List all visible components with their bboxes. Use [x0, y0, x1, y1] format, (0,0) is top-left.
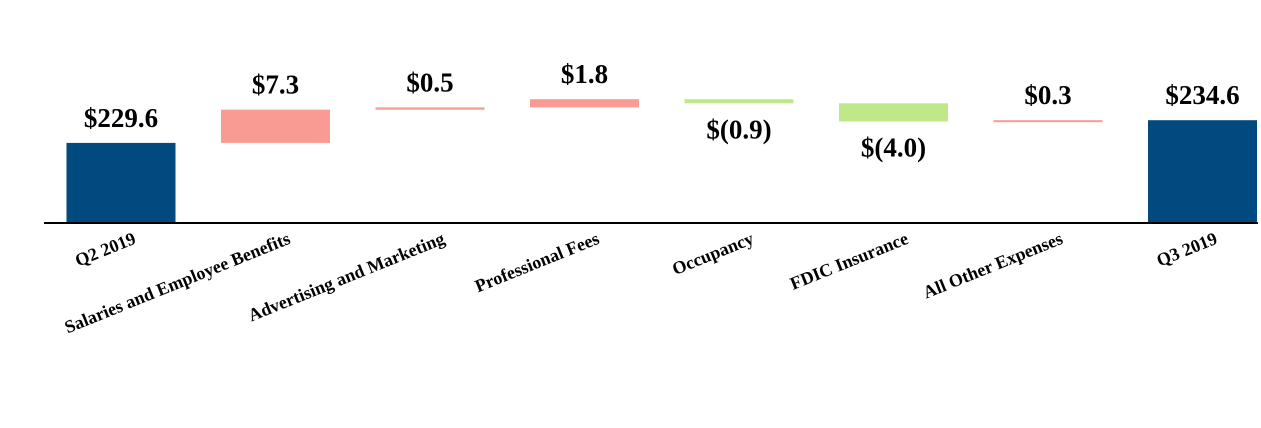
value-label-4: $(0.9)	[706, 114, 771, 144]
bar-2	[375, 107, 485, 110]
bar-6	[993, 120, 1103, 123]
bars-group	[66, 99, 1257, 223]
value-label-6: $0.3	[1024, 80, 1071, 110]
bar-0	[66, 142, 176, 223]
category-label-4: Occupancy	[669, 228, 756, 279]
category-label-6: All Other Expenses	[920, 228, 1065, 302]
bar-3	[530, 99, 639, 108]
value-label-5: $(4.0)	[861, 133, 926, 163]
value-label-0: $229.6	[84, 103, 158, 133]
value-label-1: $7.3	[252, 70, 299, 100]
value-label-3: $1.8	[561, 59, 608, 89]
bar-1	[221, 109, 330, 143]
bar-7	[1148, 120, 1257, 223]
value-label-2: $0.5	[406, 67, 453, 97]
bar-4	[684, 99, 794, 104]
category-label-0: Q2 2019	[72, 228, 138, 270]
bar-5	[839, 103, 948, 122]
category-label-7: Q3 2019	[1154, 228, 1220, 270]
value-label-7: $234.6	[1165, 80, 1239, 110]
value-labels-group: $229.6 $7.3 $0.5 $1.8 $(0.9) $(4.0) $0.3 $234.6	[84, 59, 1240, 162]
category-label-5: FDIC Insurance	[787, 228, 911, 294]
category-label-3: Professional Fees	[472, 228, 602, 296]
